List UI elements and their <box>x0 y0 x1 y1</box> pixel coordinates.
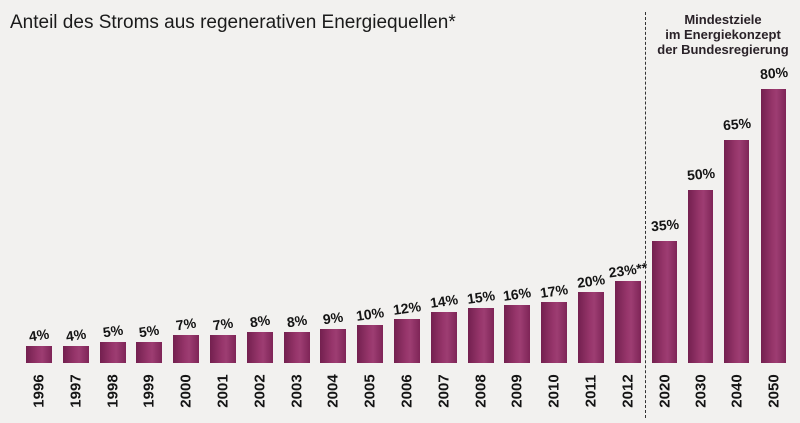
x-axis-label-2003: 2003 <box>288 374 306 408</box>
x-axis-label-2005: 2005 <box>361 374 379 408</box>
target-annotation-line2: im Energiekonzept <box>665 27 781 42</box>
target-annotation: Mindestziele im Energiekonzept der Bunde… <box>648 12 798 57</box>
bar-value-label-2000: 7% <box>174 314 198 334</box>
target-annotation-line1: Mindestziele <box>684 12 762 27</box>
bar-value-label-2050: 80% <box>758 63 789 83</box>
bar-2007 <box>431 312 457 363</box>
bar-value-label-2004: 9% <box>321 308 345 328</box>
bar-2040 <box>724 140 749 363</box>
bar-2005 <box>357 325 383 363</box>
x-axis-label-2001: 2001 <box>214 374 232 408</box>
bar-value-label-1999: 5% <box>137 321 161 341</box>
bar-value-label-2010: 17% <box>539 281 569 301</box>
x-axis-label-2006: 2006 <box>398 374 416 408</box>
bar-1998 <box>100 342 126 363</box>
bar-value-label-2002: 8% <box>248 311 272 331</box>
x-axis-label-2030: 2030 <box>692 374 709 408</box>
bar-1999 <box>136 342 162 363</box>
bar-2003 <box>284 332 310 363</box>
bar-2010 <box>541 302 567 363</box>
x-axis-label-2008: 2008 <box>472 374 490 408</box>
x-axis-label-2000: 2000 <box>177 374 195 408</box>
bar-2009 <box>504 305 530 363</box>
x-axis-label-2011: 2011 <box>582 374 600 408</box>
bar-2001 <box>210 335 236 363</box>
bar-value-label-2040: 65% <box>721 114 752 134</box>
x-axis-label-1997: 1997 <box>67 374 85 408</box>
x-axis-label-1999: 1999 <box>140 374 158 408</box>
bar-2002 <box>247 332 273 363</box>
bar-2006 <box>394 319 420 363</box>
bar-value-label-1997: 4% <box>64 325 88 345</box>
bar-1996 <box>26 346 52 363</box>
x-axis-label-2012: 2012 <box>619 374 637 408</box>
bar-value-label-1998: 5% <box>101 321 125 341</box>
x-axis-label-1998: 1998 <box>104 374 122 408</box>
bar-value-label-2020: 35% <box>649 215 680 235</box>
bar-value-label-2008: 15% <box>466 287 496 307</box>
bar-1997 <box>63 346 89 363</box>
bar-value-label-2007: 14% <box>429 291 459 311</box>
bar-2004 <box>320 329 346 363</box>
x-axis-label-2007: 2007 <box>435 374 453 408</box>
x-axis-label-2009: 2009 <box>508 374 526 408</box>
bar-value-label-2011: 20% <box>576 271 606 291</box>
bar-value-label-2012: 23%** <box>607 259 649 281</box>
bar-value-label-1996: 4% <box>27 325 51 345</box>
bar-value-label-2009: 16% <box>502 284 532 304</box>
bar-2020 <box>652 241 677 363</box>
x-axis-label-1996: 1996 <box>30 374 48 408</box>
x-axis-label-2040: 2040 <box>728 374 745 408</box>
bar-2012 <box>615 281 641 363</box>
target-annotation-line3: der Bundesregierung <box>657 42 789 57</box>
bar-2000 <box>173 335 199 363</box>
bar-value-label-2003: 8% <box>285 311 309 331</box>
x-axis-label-2050: 2050 <box>765 374 782 408</box>
bar-2008 <box>468 308 494 363</box>
bar-2011 <box>578 292 604 363</box>
chart-title: Anteil des Stroms aus regenerativen Ener… <box>10 12 456 33</box>
bar-value-label-2001: 7% <box>211 314 235 334</box>
x-axis-label-2002: 2002 <box>251 374 269 408</box>
bar-value-label-2006: 12% <box>392 298 422 318</box>
x-axis-label-2004: 2004 <box>324 374 342 408</box>
bar-2030 <box>688 190 713 363</box>
bar-value-label-2005: 10% <box>355 304 385 324</box>
x-axis-label-2010: 2010 <box>545 374 563 408</box>
bar-value-label-2030: 50% <box>685 164 716 184</box>
x-axis-label-2020: 2020 <box>656 374 673 408</box>
target-divider-line <box>645 12 646 418</box>
bar-2050 <box>761 89 786 363</box>
